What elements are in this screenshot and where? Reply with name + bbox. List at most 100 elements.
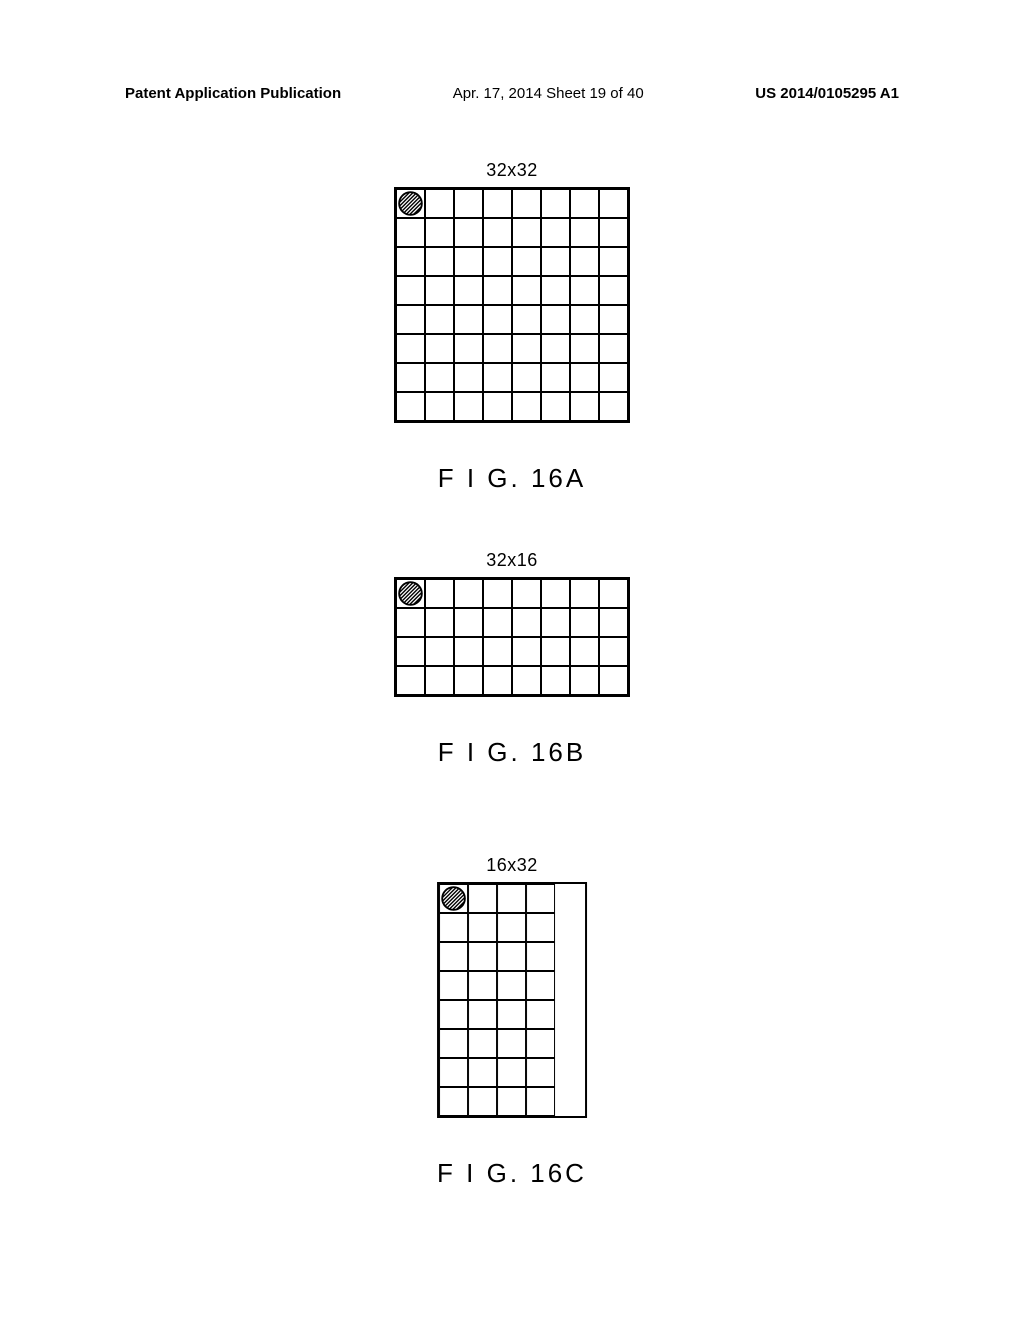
grid-cell <box>468 884 497 913</box>
grid-cell <box>425 579 454 608</box>
fig-16c-label: 16x32 <box>437 855 587 876</box>
grid-cell <box>439 942 468 971</box>
grid-cell <box>454 666 483 695</box>
grid-cell <box>468 1029 497 1058</box>
grid-cell <box>497 1058 526 1087</box>
grid-cell <box>454 276 483 305</box>
fig-16c-caption: F I G. 16C <box>437 1158 587 1189</box>
grid-cell <box>425 392 454 421</box>
grid-cell-hatched <box>439 884 468 913</box>
grid-cell <box>425 218 454 247</box>
grid-cell <box>512 189 541 218</box>
grid-cell <box>454 363 483 392</box>
grid-cell <box>497 1029 526 1058</box>
fig-16c: 16x32 F I G. 16C <box>437 855 587 1189</box>
grid-cell <box>599 305 628 334</box>
grid-cell <box>483 334 512 363</box>
fig-16b-grid <box>394 577 630 697</box>
grid-cell <box>512 363 541 392</box>
grid-cell <box>570 276 599 305</box>
grid-cell <box>599 334 628 363</box>
grid-cell <box>541 247 570 276</box>
grid-cell <box>425 637 454 666</box>
grid-cell-hatched <box>396 189 425 218</box>
grid-cell <box>454 579 483 608</box>
grid-cell <box>483 637 512 666</box>
grid-cell <box>396 334 425 363</box>
header-publication: Patent Application Publication <box>125 85 341 102</box>
grid-cell <box>439 1087 468 1116</box>
grid-cell <box>599 637 628 666</box>
grid-cell <box>454 334 483 363</box>
grid-cell <box>541 608 570 637</box>
grid-cell <box>599 218 628 247</box>
grid-cell <box>526 971 555 1000</box>
grid-cell <box>541 305 570 334</box>
grid-cell <box>483 392 512 421</box>
grid-cell <box>599 392 628 421</box>
grid-cell <box>512 305 541 334</box>
grid-cell <box>570 189 599 218</box>
grid-cell <box>599 247 628 276</box>
grid-cell <box>526 942 555 971</box>
grid-cell <box>599 666 628 695</box>
grid-cell <box>512 637 541 666</box>
fig-16a-label: 32x32 <box>394 160 630 181</box>
grid-cell <box>570 637 599 666</box>
grid-cell <box>512 392 541 421</box>
grid-cell <box>526 1000 555 1029</box>
grid-cell <box>541 392 570 421</box>
grid-cell <box>526 1058 555 1087</box>
grid-cell <box>439 1000 468 1029</box>
grid-cell <box>396 218 425 247</box>
fig-16a: 32x32 F I G. 16A <box>394 160 630 494</box>
grid-cell <box>512 247 541 276</box>
grid-cell <box>396 392 425 421</box>
fig-16b-caption: F I G. 16B <box>394 737 630 768</box>
grid-cell <box>497 971 526 1000</box>
grid-cell <box>570 392 599 421</box>
grid-cell <box>483 247 512 276</box>
grid-cell <box>468 1087 497 1116</box>
grid-cell <box>497 1087 526 1116</box>
grid-cell <box>425 276 454 305</box>
grid-cell <box>541 334 570 363</box>
grid-cell <box>570 218 599 247</box>
grid-cell <box>454 392 483 421</box>
grid-cell <box>483 608 512 637</box>
grid-cell <box>497 1000 526 1029</box>
grid-cell <box>425 247 454 276</box>
grid-cell <box>570 334 599 363</box>
grid-cell <box>541 666 570 695</box>
grid-cell <box>425 334 454 363</box>
grid-cell <box>468 971 497 1000</box>
grid-cell <box>512 579 541 608</box>
grid-cell <box>541 637 570 666</box>
grid-cell <box>570 247 599 276</box>
grid-cell <box>497 884 526 913</box>
grid-cell <box>454 247 483 276</box>
grid-cell <box>454 305 483 334</box>
fig-16b-label: 32x16 <box>394 550 630 571</box>
grid-cell <box>396 305 425 334</box>
fig-16a-caption: F I G. 16A <box>394 463 630 494</box>
grid-cell <box>483 305 512 334</box>
grid-cell <box>599 608 628 637</box>
fig-16a-grid <box>394 187 630 423</box>
grid-cell <box>512 276 541 305</box>
grid-cell <box>483 363 512 392</box>
grid-cell <box>526 1029 555 1058</box>
grid-cell <box>497 913 526 942</box>
grid-cell <box>483 218 512 247</box>
grid-cell <box>396 247 425 276</box>
grid-cell <box>439 971 468 1000</box>
grid-cell <box>483 579 512 608</box>
header-sheet-info: Apr. 17, 2014 Sheet 19 of 40 <box>453 85 644 102</box>
grid-cell <box>425 305 454 334</box>
grid-cell <box>599 579 628 608</box>
grid-cell <box>425 189 454 218</box>
grid-cell <box>468 1000 497 1029</box>
grid-cell <box>454 218 483 247</box>
grid-cell <box>439 913 468 942</box>
grid-cell <box>468 1058 497 1087</box>
